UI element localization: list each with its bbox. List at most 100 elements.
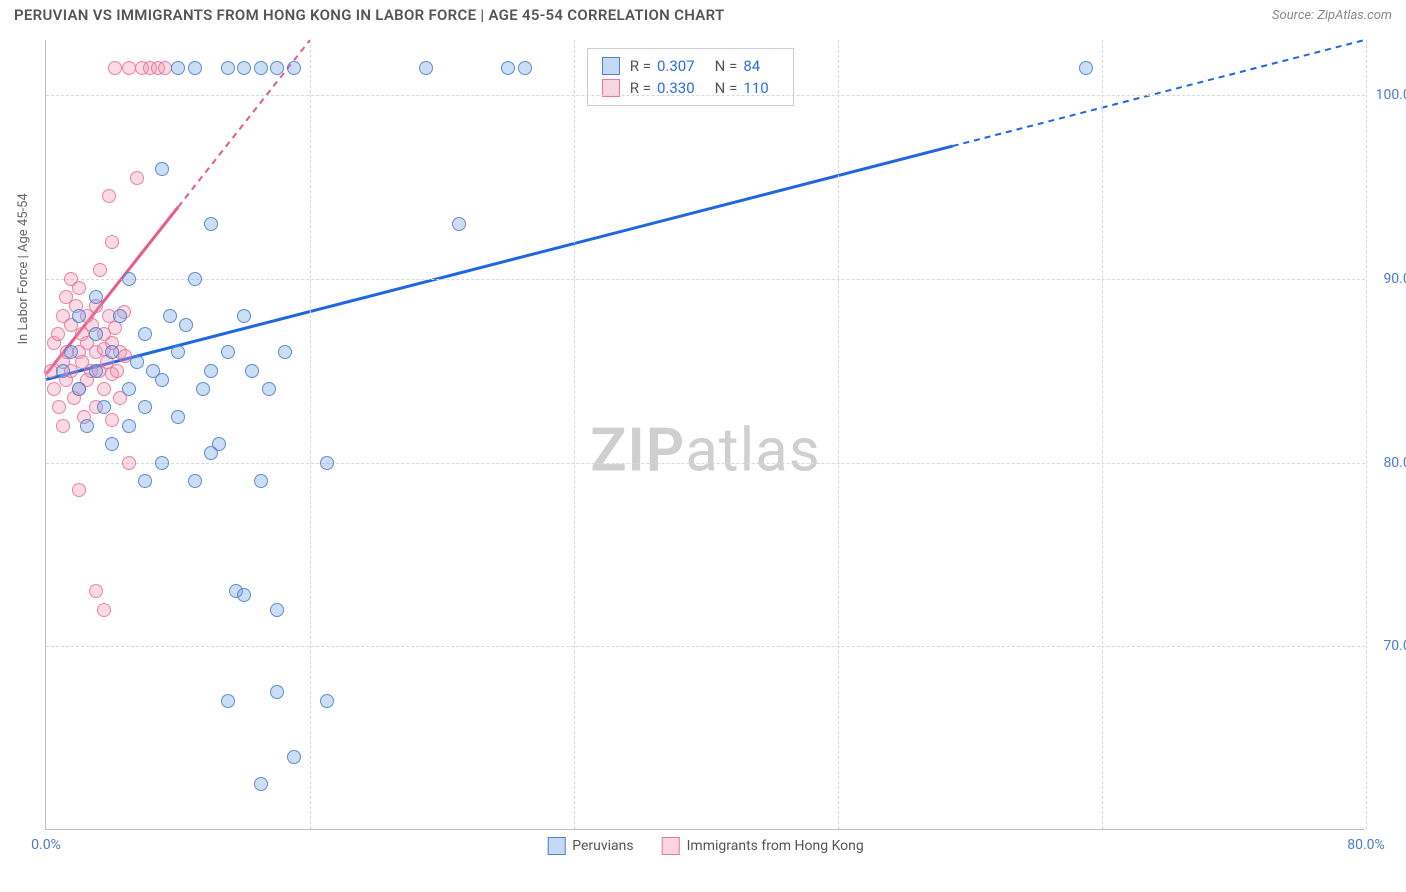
r-value: 0.307 bbox=[657, 57, 695, 75]
data-point-series-b bbox=[158, 61, 172, 75]
legend-item: Immigrants from Hong Kong bbox=[662, 837, 864, 855]
gridline-vertical bbox=[310, 40, 311, 829]
data-point-series-a bbox=[518, 61, 532, 75]
data-point-series-a bbox=[1079, 61, 1093, 75]
data-point-series-b bbox=[72, 281, 86, 295]
data-point-series-b bbox=[51, 327, 65, 341]
data-point-series-a bbox=[122, 419, 136, 433]
data-point-series-a bbox=[287, 61, 301, 75]
data-point-series-a bbox=[221, 345, 235, 359]
data-point-series-a bbox=[452, 217, 466, 231]
y-axis-label: In Labor Force | Age 45-54 bbox=[16, 193, 31, 344]
data-point-series-b bbox=[52, 400, 66, 414]
data-point-series-b bbox=[122, 456, 136, 470]
data-point-series-a bbox=[320, 694, 334, 708]
data-point-series-a bbox=[270, 61, 284, 75]
gridline-horizontal bbox=[46, 95, 1365, 96]
data-point-series-a bbox=[122, 382, 136, 396]
stats-row: R = 0.307 N = 84 bbox=[602, 55, 779, 77]
y-tick-label: 100.0% bbox=[1376, 87, 1406, 103]
data-point-series-a bbox=[89, 327, 103, 341]
data-point-series-a bbox=[64, 345, 78, 359]
y-tick-label: 80.0% bbox=[1383, 455, 1406, 471]
x-tick-label: 80.0% bbox=[1347, 837, 1385, 853]
data-point-series-a bbox=[278, 345, 292, 359]
n-value: 84 bbox=[743, 57, 760, 75]
data-point-series-a bbox=[130, 355, 144, 369]
data-point-series-b bbox=[97, 382, 111, 396]
gridline-vertical bbox=[574, 40, 575, 829]
data-point-series-a bbox=[138, 327, 152, 341]
data-point-series-a bbox=[254, 777, 268, 791]
data-point-series-a bbox=[270, 685, 284, 699]
data-point-series-a bbox=[179, 318, 193, 332]
data-point-series-a bbox=[113, 309, 127, 323]
correlation-stats-box: R =0.307N =84R =0.330N =110 bbox=[587, 48, 794, 106]
y-tick-label: 90.0% bbox=[1383, 271, 1406, 287]
data-point-series-a bbox=[188, 61, 202, 75]
data-point-series-b bbox=[130, 171, 144, 185]
data-point-series-a bbox=[89, 364, 103, 378]
data-point-series-b bbox=[97, 603, 111, 617]
data-point-series-a bbox=[270, 603, 284, 617]
data-point-series-a bbox=[419, 61, 433, 75]
data-point-series-b bbox=[89, 584, 103, 598]
data-point-series-a bbox=[97, 400, 111, 414]
data-point-series-a bbox=[163, 309, 177, 323]
data-point-series-b bbox=[105, 413, 119, 427]
data-point-series-a bbox=[221, 694, 235, 708]
data-point-series-a bbox=[188, 474, 202, 488]
gridline-vertical bbox=[1102, 40, 1103, 829]
data-point-series-a bbox=[204, 364, 218, 378]
data-point-series-a bbox=[245, 364, 259, 378]
source-attribution: Source: ZipAtlas.com bbox=[1272, 8, 1392, 23]
data-point-series-a bbox=[212, 437, 226, 451]
data-point-series-b bbox=[108, 321, 122, 335]
data-point-series-a bbox=[171, 345, 185, 359]
legend-swatch bbox=[547, 837, 565, 855]
x-tick-label: 0.0% bbox=[31, 837, 61, 853]
data-point-series-a bbox=[237, 61, 251, 75]
trendlines bbox=[46, 40, 1365, 829]
legend-item: Peruvians bbox=[547, 837, 633, 855]
data-point-series-a bbox=[80, 419, 94, 433]
gridline-vertical bbox=[838, 40, 839, 829]
data-point-series-a bbox=[122, 272, 136, 286]
data-point-series-a bbox=[105, 437, 119, 451]
data-point-series-b bbox=[122, 61, 136, 75]
data-point-series-b bbox=[93, 263, 107, 277]
data-point-series-b bbox=[110, 364, 124, 378]
data-point-series-a bbox=[138, 400, 152, 414]
data-point-series-a bbox=[72, 309, 86, 323]
data-point-series-a bbox=[320, 456, 334, 470]
gridline-horizontal bbox=[46, 279, 1365, 280]
data-point-series-b bbox=[47, 382, 61, 396]
r-label: R = bbox=[630, 57, 651, 75]
data-point-series-a bbox=[72, 382, 86, 396]
gridline-horizontal bbox=[46, 463, 1365, 464]
data-point-series-b bbox=[56, 419, 70, 433]
data-point-series-a bbox=[237, 588, 251, 602]
data-point-series-a bbox=[155, 373, 169, 387]
data-point-series-a bbox=[171, 410, 185, 424]
data-point-series-a bbox=[89, 290, 103, 304]
data-point-series-b bbox=[105, 235, 119, 249]
data-point-series-a bbox=[254, 474, 268, 488]
data-point-series-a bbox=[188, 272, 202, 286]
gridline-horizontal bbox=[46, 646, 1365, 647]
gridline-vertical bbox=[1366, 40, 1367, 829]
data-point-series-a bbox=[237, 309, 251, 323]
data-point-series-a bbox=[204, 217, 218, 231]
data-point-series-a bbox=[221, 61, 235, 75]
data-point-series-b bbox=[108, 61, 122, 75]
data-point-series-a bbox=[105, 345, 119, 359]
series-legend: Peruvians Immigrants from Hong Kong bbox=[547, 837, 864, 855]
data-point-series-a bbox=[196, 382, 210, 396]
data-point-series-a bbox=[287, 750, 301, 764]
data-point-series-a bbox=[262, 382, 276, 396]
scatter-chart: ZIPatlas R =0.307N =84R =0.330N =110 Per… bbox=[45, 40, 1365, 830]
y-tick-label: 70.0% bbox=[1383, 638, 1406, 654]
n-label: N = bbox=[715, 57, 738, 75]
chart-title: PERUVIAN VS IMMIGRANTS FROM HONG KONG IN… bbox=[14, 6, 724, 24]
data-point-series-a bbox=[138, 474, 152, 488]
